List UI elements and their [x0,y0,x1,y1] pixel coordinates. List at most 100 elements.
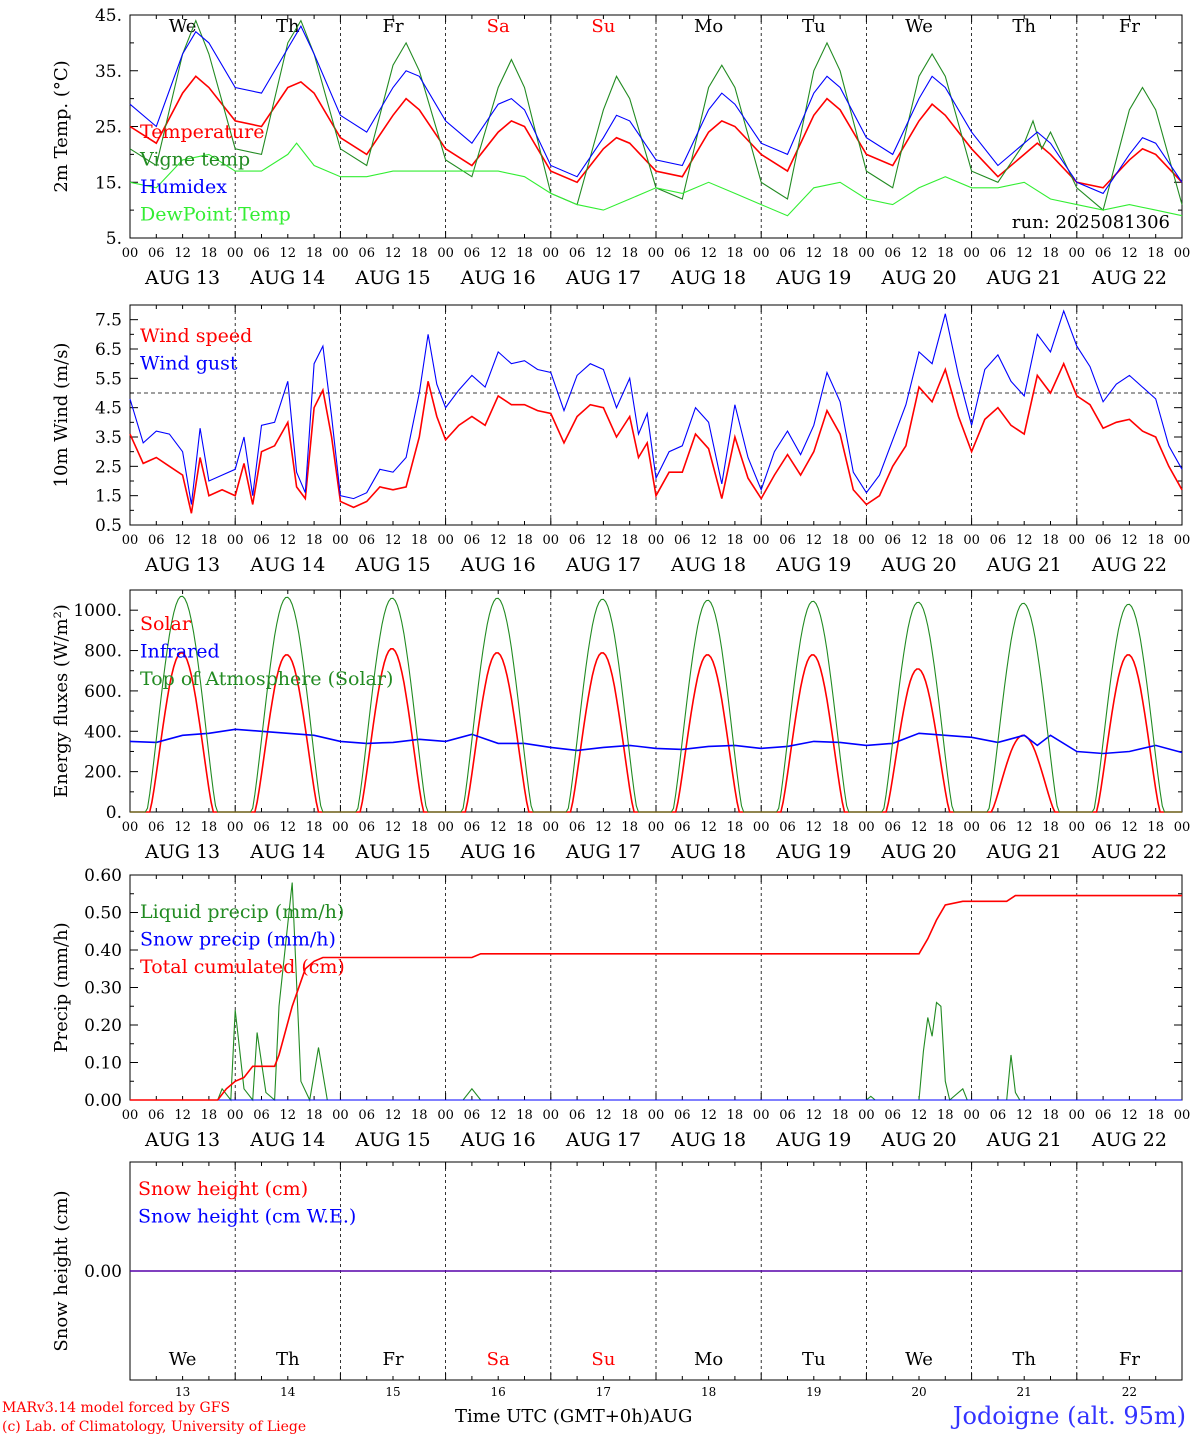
x-date-label: AUG 19 [775,1129,851,1151]
y-tick-label: 0.50 [84,904,122,924]
day-number-label: 13 [175,1385,190,1399]
x-hour-label: 00 [1174,533,1191,548]
x-date-label: AUG 17 [565,841,641,863]
x-date-label: AUG 14 [249,554,325,576]
station-name: Jodoigne (alt. 95m) [952,1402,1186,1430]
x-hour-label: 18 [832,820,849,835]
x-hour-label: 12 [280,1108,297,1123]
x-hour-label: 00 [753,533,770,548]
x-date-label: AUG 14 [249,267,325,289]
x-hour-label: 12 [1121,246,1138,261]
weekday-label: Su [591,1349,615,1370]
x-hour-label: 00 [753,820,770,835]
y-tick-label: 0.00 [84,1262,122,1282]
x-hour-label: 18 [727,820,744,835]
x-date-label: AUG 20 [880,554,956,576]
y-tick-label: 5. [106,229,122,249]
y-tick-label: 25. [95,118,122,138]
x-hour-label: 00 [963,246,980,261]
x-hour-label: 18 [516,533,533,548]
x-hour-label: 12 [385,533,402,548]
legend-entry: Snow precip (mm/h) [140,929,336,951]
x-hour-label: 18 [411,533,428,548]
x-date-label: AUG 18 [670,1129,746,1151]
x-hour-label: 00 [543,246,560,261]
y-tick-label: 200. [84,763,122,783]
day-number-label: 14 [280,1385,296,1399]
weekday-label: Th [1012,16,1036,37]
y-axis-label: 10m Wind (m/s) [51,343,72,488]
x-hour-label: 18 [727,533,744,548]
x-hour-label: 18 [937,533,954,548]
x-hour-label: 00 [227,533,244,548]
x-hour-label: 12 [1016,820,1033,835]
x-hour-label: 12 [595,820,612,835]
x-hour-label: 00 [858,533,875,548]
x-hour-label: 18 [1042,1108,1059,1123]
x-date-label: AUG 14 [249,1129,325,1151]
run-annotation: run: 2025081306 [1012,212,1170,233]
y-tick-label: 1000. [73,601,122,621]
x-hour-label: 12 [911,820,928,835]
series-line-top-of-atmosphere-solar- [130,595,1182,813]
lab-credit: (c) Lab. of Climatology, University of L… [2,1419,307,1435]
x-hour-label: 12 [806,246,823,261]
y-tick-label: 0.20 [84,1016,122,1036]
x-hour-label: 12 [174,1108,191,1123]
x-hour-label: 06 [253,820,270,835]
x-hour-label: 12 [806,820,823,835]
x-hour-label: 18 [516,246,533,261]
legend-entry: Solar [140,613,192,635]
x-hour-label: 00 [1174,1108,1191,1123]
x-hour-label: 06 [569,1108,586,1123]
x-hour-label: 00 [227,246,244,261]
x-date-label: AUG 15 [354,1129,430,1151]
series-line-liquid-precip-mm-h- [130,882,1182,1102]
x-hour-label: 00 [332,533,349,548]
weekday-label: Tu [802,16,826,37]
x-hour-label: 00 [227,1108,244,1123]
weekday-label: Fr [1119,16,1140,37]
energy-panel: 0. 200. 400. 600. 800. 1000.Energy fluxes (W/… [51,589,1191,863]
legend-entry: Snow height (cm W.E.) [138,1206,356,1228]
x-hour-label: 00 [332,246,349,261]
y-tick-label: 35. [95,62,122,82]
x-hour-label: 12 [595,1108,612,1123]
x-hour-label: 18 [411,820,428,835]
x-hour-label: 12 [595,246,612,261]
weekday-label: Fr [382,16,403,37]
x-hour-label: 12 [385,246,402,261]
x-date-label: AUG 21 [986,267,1062,289]
x-hour-label: 06 [884,533,901,548]
x-hour-label: 06 [148,533,165,548]
y-tick-label: 0.5 [95,516,122,536]
x-date-label: AUG 18 [670,554,746,576]
legend-entry: Humidex [140,176,227,198]
x-hour-label: 18 [937,246,954,261]
x-hour-label: 06 [358,533,375,548]
x-hour-label: 18 [1147,246,1164,261]
legend-entry: Wind speed [140,325,252,347]
x-hour-label: 06 [464,1108,481,1123]
weekday-label: Mo [694,1349,723,1370]
x-hour-label: 00 [858,1108,875,1123]
x-hour-label: 12 [806,1108,823,1123]
x-hour-label: 00 [227,820,244,835]
x-hour-label: 00 [1069,533,1086,548]
x-hour-label: 00 [858,246,875,261]
x-hour-label: 06 [148,1108,165,1123]
x-date-label: AUG 21 [986,1129,1062,1151]
x-hour-label: 00 [1174,820,1191,835]
x-hour-label: 00 [1174,246,1191,261]
x-date-label: AUG 15 [354,267,430,289]
x-hour-label: 06 [358,1108,375,1123]
x-hour-label: 18 [516,1108,533,1123]
y-tick-label: 15. [95,173,122,193]
x-hour-label: 00 [437,1108,454,1123]
x-hour-label: 18 [1042,533,1059,548]
series-line-total-cumulated-cm- [130,894,1182,1101]
day-number-label: 19 [806,1385,821,1399]
weekday-label: We [169,16,197,37]
y-tick-label: 7.5 [95,311,122,331]
x-hour-label: 00 [122,533,139,548]
